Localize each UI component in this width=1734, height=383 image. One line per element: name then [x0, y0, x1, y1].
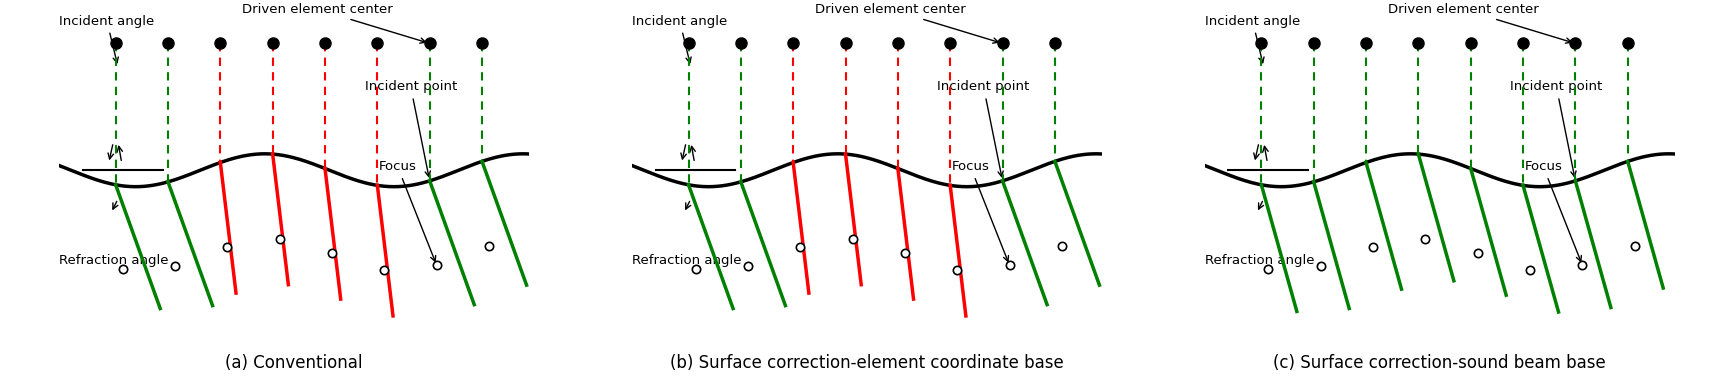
Text: Incident point: Incident point — [938, 80, 1030, 177]
Text: Incident angle: Incident angle — [1205, 15, 1300, 63]
Text: (b) Surface correction-element coordinate base: (b) Surface correction-element coordinat… — [669, 354, 1065, 372]
Text: Refraction angle: Refraction angle — [1205, 254, 1314, 267]
Text: (a) Conventional: (a) Conventional — [225, 354, 362, 372]
Text: Incident angle: Incident angle — [633, 15, 727, 63]
Text: Refraction angle: Refraction angle — [59, 254, 168, 267]
Text: Driven element center: Driven element center — [1387, 3, 1571, 43]
Text: Driven element center: Driven element center — [243, 3, 425, 43]
Text: Incident point: Incident point — [364, 80, 456, 177]
Text: Focus: Focus — [1524, 160, 1581, 261]
Text: Incident point: Incident point — [1510, 80, 1602, 177]
Text: Focus: Focus — [952, 160, 1009, 261]
Text: Refraction angle: Refraction angle — [633, 254, 742, 267]
Text: (c) Surface correction-sound beam base: (c) Surface correction-sound beam base — [1273, 354, 1606, 372]
Text: Focus: Focus — [378, 160, 435, 261]
Text: Incident angle: Incident angle — [59, 15, 154, 63]
Text: Driven element center: Driven element center — [815, 3, 999, 43]
